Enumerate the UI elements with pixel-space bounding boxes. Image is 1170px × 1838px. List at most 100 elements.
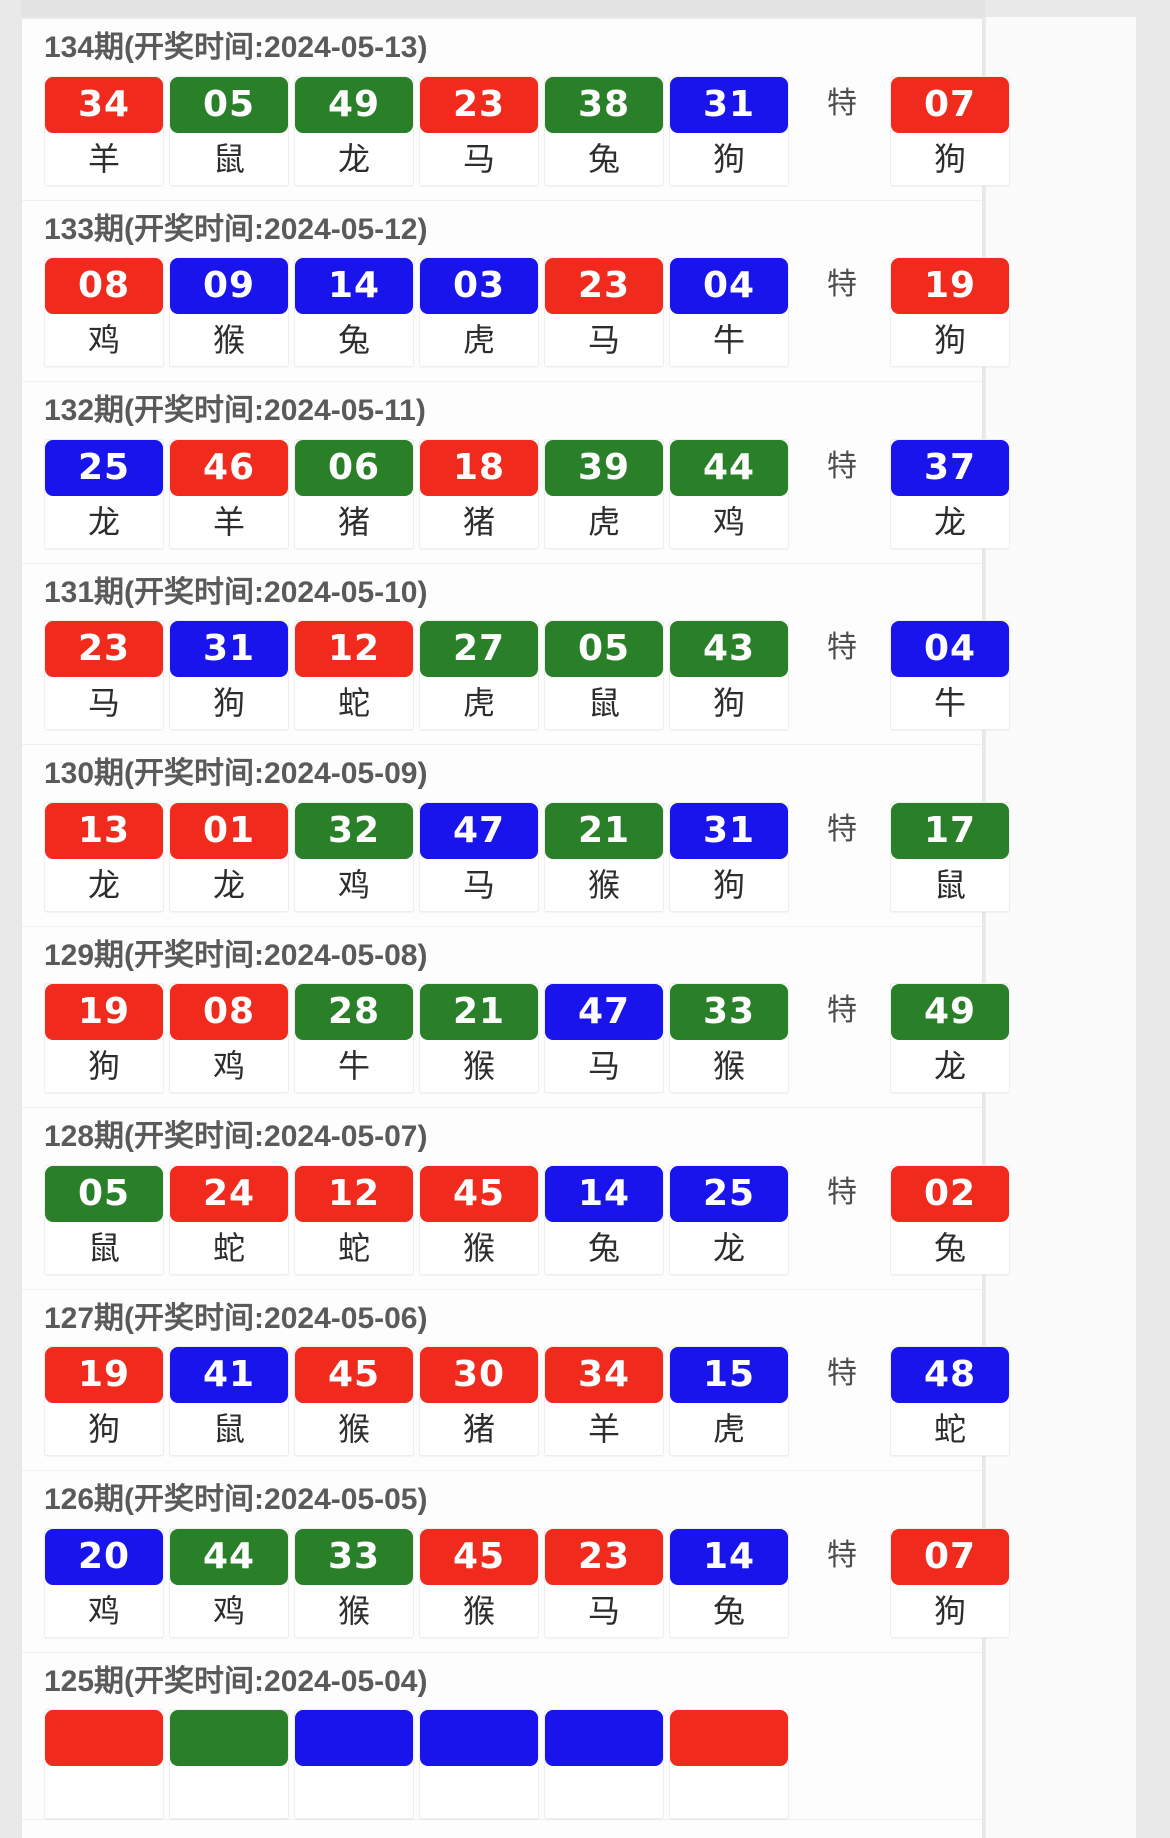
- ball-number: 34: [545, 1347, 663, 1403]
- ball-cell[interactable]: 38 兔: [544, 75, 664, 186]
- ball-cell[interactable]: 25 龙: [669, 1164, 789, 1275]
- ball-cell[interactable]: 19 狗: [44, 1346, 164, 1456]
- ball-cell[interactable]: 24 蛇: [169, 1164, 289, 1275]
- special-ball-label: 特: [827, 1174, 857, 1210]
- ball-cell[interactable]: 05 鼠: [169, 75, 289, 186]
- ball-cell[interactable]: 31 狗: [669, 75, 789, 186]
- ball-cell[interactable]: 23 马: [44, 620, 164, 730]
- ball-cell[interactable]: 33 猴: [294, 1527, 414, 1638]
- ball-cell[interactable]: 01 龙: [169, 801, 289, 912]
- ball-number: 45: [295, 1347, 413, 1403]
- ball-cell[interactable]: 45 猴: [294, 1346, 414, 1456]
- ball-cell[interactable]: 20 鸡: [44, 1527, 164, 1638]
- ball-number: 23: [545, 258, 663, 314]
- ball-cell[interactable]: 44 鸡: [669, 438, 789, 549]
- ball-number: 32: [295, 802, 413, 859]
- ball-cell[interactable]: [544, 1709, 664, 1819]
- ball-zodiac: [670, 1766, 788, 1818]
- ball-cell[interactable]: 19 狗: [44, 983, 164, 1093]
- ball-cell[interactable]: 23 马: [544, 1527, 664, 1638]
- ball-number: [420, 1710, 538, 1766]
- ball-cell[interactable]: 43 狗: [669, 620, 789, 730]
- ball-cell[interactable]: 31 狗: [169, 620, 289, 730]
- ball-cell[interactable]: [169, 1709, 289, 1819]
- ball-zodiac: 蛇: [295, 1221, 413, 1274]
- ball-number: 01: [170, 802, 288, 859]
- ball-cell[interactable]: 14 兔: [669, 1527, 789, 1638]
- special-ball-cell[interactable]: 48 蛇: [890, 1346, 1010, 1456]
- ball-cell[interactable]: 46 羊: [169, 438, 289, 549]
- ball-cell[interactable]: 34 羊: [44, 75, 164, 186]
- special-ball-number: 48: [891, 1347, 1009, 1403]
- ball-cell[interactable]: 32 鸡: [294, 801, 414, 912]
- special-ball-cell[interactable]: 17 鼠: [890, 801, 1010, 912]
- special-ball-number: 19: [891, 258, 1009, 314]
- special-ball-cell[interactable]: 19 狗: [890, 257, 1010, 367]
- ball-zodiac: 羊: [45, 132, 163, 185]
- draw-block: 133期(开奖时间:2024-05-12) 08 鸡 09 猴 14 兔 03 虎 23 马 04 牛 特…: [22, 200, 1010, 382]
- ball-cell[interactable]: 04 牛: [669, 257, 789, 367]
- ball-cell[interactable]: 21 猴: [544, 801, 664, 912]
- special-ball-cell[interactable]: 07 狗: [890, 75, 1010, 186]
- ball-cell[interactable]: [419, 1709, 539, 1819]
- ball-cell[interactable]: 34 羊: [544, 1346, 664, 1456]
- ball-cell[interactable]: 30 猪: [419, 1346, 539, 1456]
- ball-cell[interactable]: 47 马: [419, 801, 539, 912]
- ball-cell[interactable]: [44, 1709, 164, 1819]
- ball-zodiac: 兔: [295, 314, 413, 366]
- ball-cell[interactable]: 14 兔: [544, 1164, 664, 1275]
- ball-cell[interactable]: 08 鸡: [44, 257, 164, 367]
- ball-cell[interactable]: 41 鼠: [169, 1346, 289, 1456]
- ball-cell[interactable]: 06 猪: [294, 438, 414, 549]
- ball-cell[interactable]: 44 鸡: [169, 1527, 289, 1638]
- special-ball-cell[interactable]: 04 牛: [890, 620, 1010, 730]
- ball-zodiac: 马: [420, 132, 538, 185]
- ball-cell[interactable]: 23 马: [419, 75, 539, 186]
- special-ball-cell[interactable]: 49 龙: [890, 983, 1010, 1093]
- ball-cell[interactable]: 15 虎: [669, 1346, 789, 1456]
- ball-cell[interactable]: 25 龙: [44, 438, 164, 549]
- ball-cell[interactable]: 03 虎: [419, 257, 539, 367]
- ball-cell[interactable]: 39 虎: [544, 438, 664, 549]
- ball-zodiac: 狗: [670, 132, 788, 185]
- ball-cell[interactable]: 45 猴: [419, 1164, 539, 1275]
- ball-number: 45: [420, 1528, 538, 1585]
- ball-number: 25: [670, 1165, 788, 1222]
- ball-cell[interactable]: 05 鼠: [544, 620, 664, 730]
- balls-row: 05 鼠 24 蛇 12 蛇 45 猴 14 兔 25 龙 特 02 兔: [22, 1164, 1010, 1289]
- ball-cell[interactable]: 21 猴: [419, 983, 539, 1093]
- ball-cell[interactable]: 45 猴: [419, 1527, 539, 1638]
- ball-zodiac: 兔: [545, 1221, 663, 1274]
- special-ball-cell[interactable]: 02 兔: [890, 1164, 1010, 1275]
- ball-cell[interactable]: 31 狗: [669, 801, 789, 912]
- ball-cell[interactable]: 47 马: [544, 983, 664, 1093]
- ball-number: 20: [45, 1528, 163, 1585]
- special-ball-cell[interactable]: 07 狗: [890, 1527, 1010, 1638]
- ball-cell[interactable]: 14 兔: [294, 257, 414, 367]
- ball-cell[interactable]: 12 蛇: [294, 620, 414, 730]
- ball-cell[interactable]: 13 龙: [44, 801, 164, 912]
- balls-row: 08 鸡 09 猴 14 兔 03 虎 23 马 04 牛 特 19 狗: [22, 257, 1010, 381]
- ball-cell[interactable]: 18 猪: [419, 438, 539, 549]
- ball-cell[interactable]: 28 牛: [294, 983, 414, 1093]
- ball-cell[interactable]: 08 鸡: [169, 983, 289, 1093]
- ball-zodiac: 羊: [170, 495, 288, 548]
- special-ball-cell[interactable]: 37 龙: [890, 438, 1010, 549]
- ball-cell[interactable]: 09 猴: [169, 257, 289, 367]
- ball-number: 15: [670, 1347, 788, 1403]
- ball-cell[interactable]: 49 龙: [294, 75, 414, 186]
- page-right-gutter: [985, 0, 1170, 1838]
- ball-cell[interactable]: 05 鼠: [44, 1164, 164, 1275]
- ball-cell[interactable]: [669, 1709, 789, 1819]
- ball-cell[interactable]: 23 马: [544, 257, 664, 367]
- ball-number: 24: [170, 1165, 288, 1222]
- ball-cell[interactable]: 12 蛇: [294, 1164, 414, 1275]
- ball-cell[interactable]: 33 猴: [669, 983, 789, 1093]
- draw-title: 134期(开奖时间:2024-05-13): [44, 31, 428, 64]
- ball-zodiac: 猪: [420, 1403, 538, 1455]
- ball-zodiac: 鼠: [45, 1221, 163, 1274]
- ball-number: 31: [670, 76, 788, 133]
- ball-cell[interactable]: 27 虎: [419, 620, 539, 730]
- ball-cell[interactable]: [294, 1709, 414, 1819]
